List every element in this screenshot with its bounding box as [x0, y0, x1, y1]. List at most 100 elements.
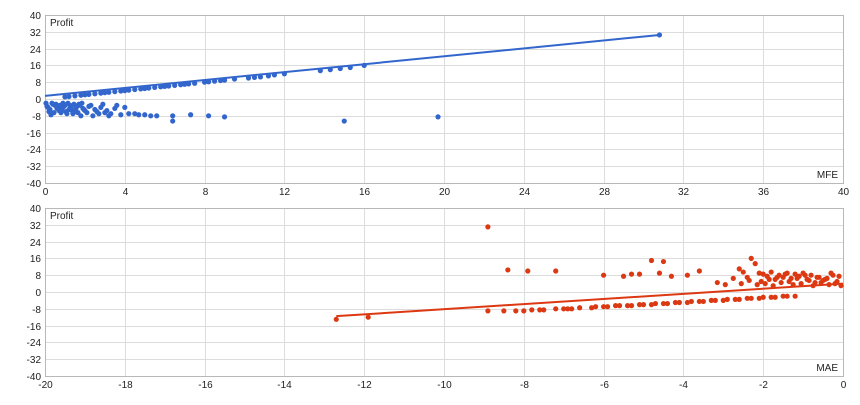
- mae-data-point: [808, 272, 814, 278]
- mfe-data-point: [90, 113, 96, 119]
- mae-data-point: [656, 270, 663, 276]
- mae-y-tick-label: 8: [35, 271, 41, 282]
- mae-data-point: [730, 275, 736, 281]
- mae-data-point: [696, 298, 702, 305]
- mfe-data-point: [81, 106, 87, 113]
- mae-data-point: [664, 300, 671, 307]
- mae-data-point: [684, 272, 690, 278]
- mae-data-point: [636, 302, 643, 308]
- mfe-data-point: [92, 91, 98, 97]
- mfe-data-point: [88, 102, 94, 108]
- mfe-data-point: [158, 84, 164, 90]
- mfe-data-point: [211, 78, 218, 84]
- mfe-data-point: [166, 83, 172, 89]
- mae-data-point: [752, 261, 758, 267]
- mfe-data-point: [112, 89, 118, 95]
- mae-data-point: [601, 272, 607, 278]
- mae-data-point: [708, 297, 714, 303]
- mfe-data-point: [435, 114, 441, 120]
- mae-data-point: [660, 300, 667, 307]
- mae-data-point: [668, 273, 675, 279]
- mae-data-point: [838, 283, 844, 289]
- mfe-data-point: [178, 82, 184, 88]
- mae-data-point: [684, 299, 690, 306]
- mae-data-point: [529, 307, 535, 313]
- mfe-data-point: [62, 94, 68, 100]
- mae-x-tick-label: -6: [600, 380, 609, 391]
- mae-chart: -20 -18 -16 -14 -12 -10 -8 -6 -4 -2 04032241680-8-…: [27, 204, 847, 391]
- mae-data-point: [836, 273, 842, 279]
- mae-data-point: [648, 257, 655, 264]
- mfe-data-point: [82, 92, 88, 98]
- mfe-data-point: [57, 102, 63, 108]
- mae-data-point: [760, 294, 766, 300]
- mfe-x-tick-label: 20: [439, 187, 451, 198]
- mae-x-tick-label: -2: [759, 380, 768, 391]
- mfe-x-tick-label: 36: [758, 187, 770, 198]
- mae-data-point: [636, 271, 643, 277]
- mfe-data-point: [104, 107, 110, 114]
- mae-data-point: [746, 277, 752, 284]
- mae-y-tick-label: 0: [35, 288, 41, 299]
- mae-data-point: [790, 282, 796, 288]
- mae-data-point: [616, 303, 623, 309]
- mfe-data-point: [63, 109, 69, 115]
- mfe-x-tick-label: 16: [359, 187, 371, 198]
- mae-data-point: [778, 279, 784, 286]
- mae-data-point: [628, 303, 635, 309]
- mfe-data-point: [78, 92, 84, 98]
- mae-data-point: [736, 296, 742, 302]
- mfe-data-point: [347, 64, 353, 71]
- mae-data-point: [333, 316, 339, 322]
- mae-data-point: [782, 271, 788, 277]
- mfe-data-point: [73, 105, 79, 112]
- mfe-data-point: [71, 101, 77, 107]
- mae-data-point: [700, 298, 706, 305]
- mae-data-point: [736, 266, 742, 272]
- mae-data-point: [537, 307, 543, 313]
- mae-data-point: [561, 306, 567, 312]
- mae-data-point: [601, 304, 607, 310]
- mae-x-tick-label: -16: [198, 380, 213, 391]
- mae-data-point: [772, 294, 778, 300]
- mae-plot-frame: [45, 208, 844, 377]
- mae-data-point: [589, 305, 595, 311]
- mfe-data-point: [146, 85, 152, 91]
- mfe-data-point: [221, 114, 228, 120]
- mfe-x-tick-label: 28: [599, 187, 611, 198]
- mfe-data-point: [142, 112, 148, 118]
- mfe-y-tick-label: -40: [27, 179, 42, 190]
- mae-data-point: [660, 258, 667, 265]
- mae-data-point: [768, 269, 774, 275]
- mfe-data-point: [75, 110, 81, 116]
- mfe-data-point: [186, 81, 192, 87]
- mfe-data-point: [170, 118, 176, 124]
- mae-data-point: [624, 303, 631, 309]
- mfe-y-tick-label: -8: [32, 112, 41, 123]
- mae-data-point: [604, 304, 611, 310]
- mae-x-tick-label: -20: [38, 380, 53, 391]
- mae-data-point: [485, 308, 491, 314]
- mfe-data-point: [245, 75, 252, 81]
- mae-x-tick-label: -10: [437, 380, 452, 391]
- mae-data-point: [640, 302, 647, 308]
- mae-y-tick-label: -8: [32, 305, 41, 316]
- mfe-data-point: [317, 68, 323, 74]
- mae-x-tick-label: -14: [277, 380, 292, 391]
- mfe-trendline: [44, 33, 660, 97]
- mae-data-point: [365, 314, 371, 320]
- mae-data-point: [766, 276, 772, 282]
- mfe-x-tick-label: 8: [203, 187, 209, 198]
- mae-y-tick-label: -32: [27, 355, 42, 366]
- mfe-data-point: [221, 77, 228, 83]
- mfe-y-tick-label: 8: [35, 78, 41, 89]
- mae-data-point: [577, 305, 583, 311]
- mfe-data-point: [126, 87, 132, 93]
- mae-data-point: [612, 303, 619, 309]
- mfe-y-tick-label: -16: [27, 129, 42, 140]
- mfe-data-point: [231, 76, 238, 82]
- mfe-data-point: [96, 111, 102, 117]
- mae-data-point: [756, 295, 762, 301]
- mae-data-point: [770, 283, 776, 289]
